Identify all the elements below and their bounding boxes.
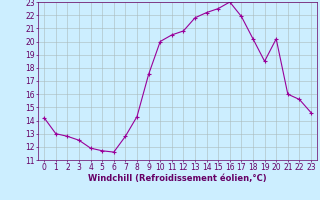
X-axis label: Windchill (Refroidissement éolien,°C): Windchill (Refroidissement éolien,°C) — [88, 174, 267, 183]
